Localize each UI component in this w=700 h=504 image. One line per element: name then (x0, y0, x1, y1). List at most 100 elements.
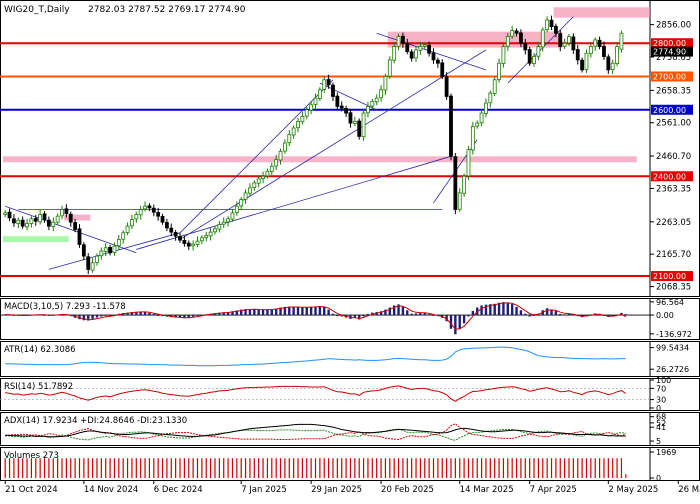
candle-body (243, 192, 248, 200)
macd-bar (248, 309, 252, 316)
date-label: 2 May 2025 (608, 485, 658, 495)
macd-bar (12, 315, 16, 316)
level-tag-3 (651, 171, 693, 182)
candle-body (7, 211, 12, 219)
macd-bar (519, 310, 523, 316)
candle-body (283, 142, 287, 152)
macd-bar (222, 312, 225, 316)
last-price-tag (651, 46, 693, 57)
macd-bar (506, 302, 510, 316)
macd-bar (231, 311, 234, 316)
candle-body (435, 59, 440, 64)
macd-bar (401, 306, 405, 316)
candle-body (3, 212, 8, 215)
candle-body (108, 247, 112, 254)
sub-tick-label: 26.2726 (656, 365, 689, 374)
macd-bar (43, 315, 46, 316)
macd-bar (257, 309, 260, 316)
candle-body (12, 218, 16, 224)
macd-bar (554, 310, 558, 316)
candle-body (549, 19, 554, 28)
candle-body (55, 215, 60, 223)
macd-bar (139, 311, 142, 316)
date-label: 7 Jan 2025 (241, 485, 287, 495)
sub-tick-label: 68 (656, 413, 666, 422)
macd-bar (397, 304, 400, 316)
candle-body (427, 44, 432, 54)
candle-body (588, 46, 593, 54)
macd-bar (427, 314, 431, 316)
macd-bar (545, 308, 549, 316)
candle-body (510, 30, 515, 37)
macd-bar (585, 315, 588, 316)
candle-body (449, 95, 453, 157)
candle-body (545, 19, 550, 30)
macd-bar (624, 314, 628, 316)
price-tick-label: 2658.35 (656, 86, 691, 96)
candle-body (331, 84, 335, 97)
candle-body (357, 120, 362, 137)
macd-bar (288, 306, 291, 316)
sub-tick-label: 100 (656, 376, 671, 385)
candle-body (453, 156, 458, 210)
macd-bar (148, 312, 151, 316)
candle-body (86, 256, 91, 270)
candle-body (42, 213, 47, 220)
price-tick-label: 2856.00 (656, 21, 691, 31)
macd-bar (379, 311, 383, 316)
date-label: 6 Dec 2024 (154, 485, 203, 495)
candle-body (610, 62, 615, 70)
macd-bar (353, 315, 357, 318)
macd-bar (331, 313, 335, 316)
candle-body (156, 212, 161, 217)
candle-body (121, 232, 126, 240)
last-price-label: 2774.90 (653, 48, 686, 57)
candle-body (317, 89, 322, 99)
candle-body (374, 97, 379, 103)
macd-bar (392, 305, 396, 316)
candle-body (619, 32, 624, 50)
macd-bar (65, 314, 68, 316)
sub-tick-label: 96.564 (656, 298, 684, 307)
macd-bar (266, 309, 269, 316)
trend-line-6 (376, 32, 487, 71)
macd-bar (152, 313, 155, 316)
ohlc-readout: 2782.03 2787.52 2769.17 2774.90 (88, 5, 246, 15)
candle-body (484, 102, 488, 114)
candle-body (208, 231, 213, 237)
macd-bar (218, 312, 221, 316)
candle-body (217, 224, 222, 230)
candle-body (597, 39, 602, 47)
macd-bar (366, 313, 370, 316)
macd-bar (305, 307, 308, 316)
macd-bar (279, 307, 282, 316)
macd-bar (572, 314, 575, 316)
candle-body (160, 216, 165, 223)
candle-body (256, 178, 261, 184)
sub-tick-label: 70 (656, 384, 666, 393)
candle-body (519, 32, 523, 44)
macd-bar (239, 309, 243, 316)
date-label: 7 Apr 2025 (530, 485, 577, 495)
candle-body (527, 49, 532, 64)
candle-body (269, 165, 274, 173)
macd-bar (91, 315, 94, 320)
candle-body (309, 104, 314, 111)
candle-body (99, 250, 104, 257)
candle-body (112, 245, 117, 253)
candle-body (213, 228, 217, 233)
candle-body (173, 232, 178, 237)
candle-body (77, 228, 82, 245)
date-label: 29 Jan 2025 (311, 485, 362, 495)
macd-bar (567, 313, 571, 316)
candle-body (265, 170, 270, 177)
macd-bar (388, 307, 392, 316)
macd-bar (449, 315, 453, 329)
level-tag-2 (651, 104, 693, 115)
sub-tick-label: 0 (656, 404, 661, 413)
macd-bar (309, 306, 313, 316)
candle-body (46, 219, 51, 227)
zone-4 (3, 236, 69, 243)
zone-1 (387, 31, 563, 48)
